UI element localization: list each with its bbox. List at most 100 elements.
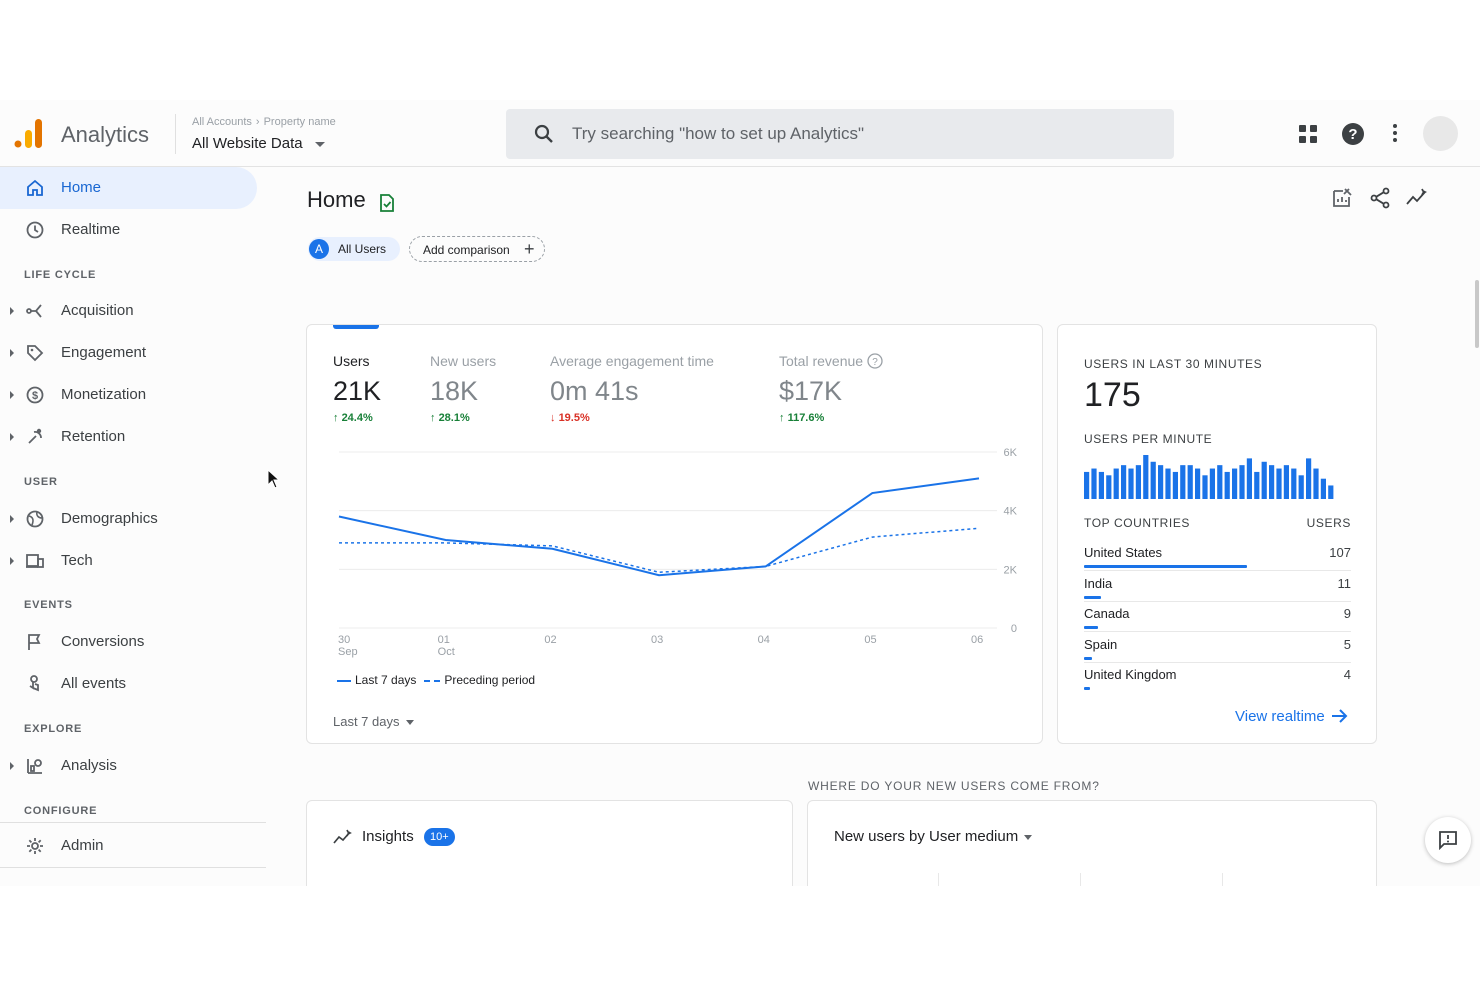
share-icon[interactable] xyxy=(1368,186,1392,210)
x-tick-label: 01 xyxy=(438,634,450,646)
expand-arrow-icon xyxy=(10,433,14,441)
apps-grid-icon[interactable] xyxy=(1296,122,1320,146)
arrow-up-icon: ↑ xyxy=(333,412,339,424)
country-users: 5 xyxy=(1343,636,1351,652)
legend-current: Last 7 days xyxy=(355,673,417,687)
nav-item-demographics[interactable]: Demographics xyxy=(0,498,257,540)
delta-value: 117.6% xyxy=(787,412,825,424)
metric-revenue[interactable]: Total revenue? $17K ↑ 117.6% xyxy=(779,353,883,424)
legend-solid-swatch xyxy=(337,679,351,682)
minute-bar xyxy=(1291,468,1297,499)
feedback-button[interactable] xyxy=(1425,817,1471,863)
nav-item-realtime[interactable]: Realtime xyxy=(0,209,257,251)
users-per-minute-bars xyxy=(1084,455,1334,499)
expand-arrow-icon xyxy=(10,762,14,770)
date-range-dropdown[interactable]: Last 7 days xyxy=(333,714,414,729)
selected-metric-indicator xyxy=(333,325,379,329)
nav-item-engagement[interactable]: Engagement xyxy=(0,332,257,374)
breadcrumb[interactable]: All Accounts › Property name xyxy=(192,116,336,128)
nav-item-acquisition[interactable]: Acquisition xyxy=(0,290,257,332)
metric-engagement-time[interactable]: Average engagement time 0m 41s ↓ 19.5% xyxy=(550,353,714,424)
minute-bar xyxy=(1113,468,1119,499)
metric-label: Users xyxy=(333,353,370,369)
scrollbar-thumb[interactable] xyxy=(1475,280,1479,348)
minute-bar xyxy=(1232,468,1238,499)
minute-bar xyxy=(1202,475,1208,499)
view-realtime-link[interactable]: View realtime xyxy=(1235,708,1349,725)
nav-label: Conversions xyxy=(61,633,145,650)
country-users: 9 xyxy=(1343,606,1351,621)
view-realtime-label: View realtime xyxy=(1235,708,1325,725)
new-users-medium-card: New users by User medium xyxy=(807,800,1377,886)
breadcrumb-separator-icon: › xyxy=(255,116,260,128)
nav-item-all-events[interactable]: All events xyxy=(0,663,257,705)
metric-label: Average engagement time xyxy=(550,353,714,369)
nav-item-analysis[interactable]: Analysis xyxy=(0,745,257,787)
left-nav: Home Realtime LIFE CYCLE Acquisition Eng… xyxy=(0,167,266,886)
nav-item-monetization[interactable]: $ Monetization xyxy=(0,374,257,416)
country-share-bar xyxy=(1084,687,1091,690)
legend-previous: Preceding period xyxy=(444,673,536,687)
nav-label: Engagement xyxy=(61,344,147,361)
x-tick-label: 05 xyxy=(864,634,876,646)
metric-users[interactable]: Users 21K ↑ 24.4% xyxy=(333,353,381,424)
per-minute-title: USERS PER MINUTE xyxy=(1084,432,1213,446)
app-name: Analytics xyxy=(61,122,150,147)
customize-report-icon[interactable] xyxy=(1330,186,1354,210)
feedback-icon xyxy=(1439,831,1457,850)
svg-text:?: ? xyxy=(872,357,878,368)
search-bar[interactable] xyxy=(506,109,1174,159)
last-7-days-line xyxy=(338,477,980,577)
divider xyxy=(0,822,266,823)
add-comparison-button[interactable]: Add comparison + xyxy=(409,236,545,262)
help-icon[interactable]: ? xyxy=(1341,122,1365,146)
mouse-cursor-icon xyxy=(267,469,281,489)
property-selector[interactable]: All Website Data xyxy=(192,135,325,152)
divider xyxy=(0,867,266,868)
minute-bar xyxy=(1209,468,1215,499)
insights-card[interactable]: Insights 10+ xyxy=(306,800,793,886)
country-name: Canada xyxy=(1084,606,1130,621)
devices-icon xyxy=(26,554,44,568)
search-input[interactable] xyxy=(572,121,1132,147)
nav-item-conversions[interactable]: Conversions xyxy=(0,621,257,663)
countries-header-label: TOP COUNTRIES xyxy=(1084,516,1191,530)
home-icon xyxy=(27,179,43,196)
nav-item-admin[interactable]: Admin xyxy=(0,825,257,867)
medium-dropdown[interactable]: New users by User medium xyxy=(834,828,1033,845)
nav-item-home[interactable]: Home xyxy=(0,167,257,209)
section-events: EVENTS xyxy=(24,599,73,611)
realtime-title: USERS IN LAST 30 MINUTES xyxy=(1084,357,1263,371)
account-avatar[interactable] xyxy=(1423,116,1458,151)
insights-sparkline-icon[interactable] xyxy=(1405,186,1429,210)
metric-new-users[interactable]: New users 18K ↑ 28.1% xyxy=(430,353,496,424)
delta-value: 28.1% xyxy=(438,412,470,424)
metric-label: New users xyxy=(430,353,497,369)
nav-label: Admin xyxy=(61,837,104,854)
country-name: India xyxy=(1084,575,1113,591)
x-tick-label: 02 xyxy=(544,634,556,646)
country-row: Spain 5 xyxy=(1084,633,1351,663)
country-users: 11 xyxy=(1337,575,1352,591)
flag-icon xyxy=(28,634,41,650)
insights-count-badge: 10+ xyxy=(424,828,455,846)
minute-bar xyxy=(1328,485,1334,499)
preceding-period-line xyxy=(339,527,980,574)
dropdown-caret-icon xyxy=(1024,834,1033,840)
minute-bar xyxy=(1135,465,1141,499)
minute-bar xyxy=(1128,468,1134,499)
more-vert-icon[interactable] xyxy=(1383,122,1407,146)
delta-value: 24.4% xyxy=(341,412,373,424)
realtime-card: USERS IN LAST 30 MINUTES 175 USERS PER M… xyxy=(1057,324,1377,744)
country-share-bar xyxy=(1084,656,1092,660)
minute-bar xyxy=(1306,458,1312,499)
nav-label: Retention xyxy=(61,428,126,445)
nav-item-tech[interactable]: Tech xyxy=(0,540,257,582)
page-status-icon[interactable] xyxy=(377,193,397,213)
analytics-logo-icon xyxy=(14,119,42,148)
help-outline-icon[interactable]: ? xyxy=(867,353,883,369)
nav-item-retention[interactable]: Retention xyxy=(0,416,257,458)
all-users-chip[interactable]: A All Users xyxy=(308,237,400,261)
nav-label: All events xyxy=(61,675,127,692)
